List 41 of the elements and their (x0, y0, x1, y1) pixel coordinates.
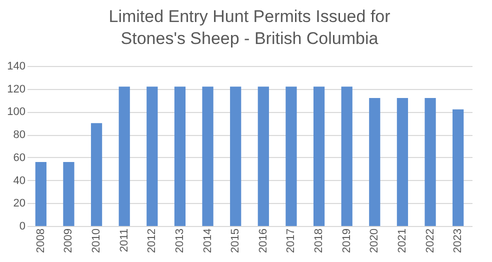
bar (118, 86, 130, 226)
bar (258, 86, 269, 226)
x-tick-label: 2012 (146, 228, 158, 253)
y-tick-label: 120 (7, 83, 26, 96)
bar (286, 86, 297, 226)
x-tick-label: 2022 (424, 228, 436, 253)
chart-title: Limited Entry Hunt Permits Issued for Stones's Sheep - British Columbia (108, 7, 391, 48)
y-tick-label: 80 (13, 129, 26, 142)
bar (341, 86, 352, 226)
y-tick-label: 100 (7, 106, 26, 118)
y-tick-label: 20 (13, 198, 26, 210)
bar (230, 86, 242, 226)
x-tick-label: 2009 (62, 228, 75, 253)
bar (424, 98, 436, 226)
bar (452, 109, 464, 226)
y-tick-label: 60 (13, 152, 26, 164)
y-tick-label: 140 (7, 60, 26, 72)
bar (369, 98, 380, 226)
bar (90, 123, 102, 226)
bar (174, 86, 186, 226)
x-tick-label: 2021 (396, 228, 408, 253)
x-tick-label: 2008 (34, 228, 47, 253)
x-tick-label: 2023 (452, 228, 464, 253)
x-tick-label: 2014 (202, 228, 214, 253)
y-tick-label: 0 (19, 220, 26, 232)
x-tick-label: 2018 (313, 228, 326, 253)
x-tick-label: 2016 (257, 228, 270, 253)
bar (313, 86, 325, 226)
x-tick-label: 2011 (118, 228, 130, 252)
x-tick-label: 2017 (285, 228, 298, 253)
x-tick-label: 2015 (230, 228, 242, 253)
x-tick-label: 2019 (340, 228, 353, 253)
x-tick-label: 2020 (368, 228, 381, 253)
bar (396, 98, 408, 226)
y-tick-label: 40 (13, 174, 26, 187)
bar (202, 86, 214, 226)
x-tick-label: 2010 (90, 228, 103, 253)
x-tick-label: 2013 (174, 228, 186, 253)
bar (35, 162, 46, 226)
bar (63, 162, 74, 226)
bar (146, 86, 158, 226)
